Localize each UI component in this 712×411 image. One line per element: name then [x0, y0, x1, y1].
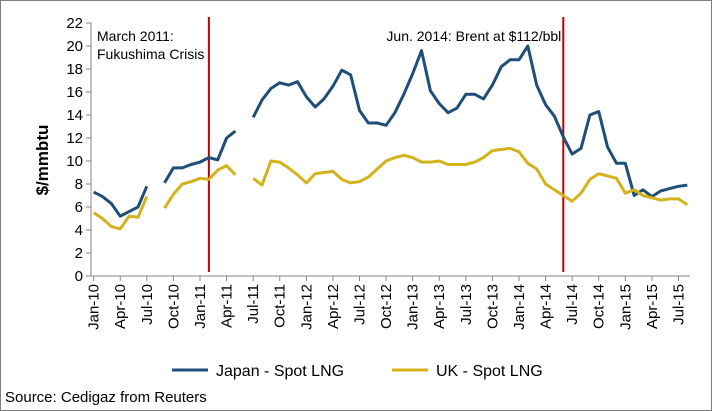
y-tick-label: 20 [66, 38, 83, 55]
source-note: Source: Cedigaz from Reuters [5, 389, 207, 406]
x-tick-label: Oct-14 [591, 284, 608, 329]
series-line-uk [92, 196, 149, 231]
x-tick-label: Jan-14 [511, 284, 528, 330]
series-line-japan [93, 185, 149, 218]
y-tick-label: 16 [66, 84, 83, 101]
x-tick-label: Jan-10 [86, 284, 103, 330]
y-tick-label: 6 [75, 199, 83, 216]
x-tick-label: Jul-11 [245, 284, 262, 324]
annotation-text: Jun. 2014: Brent at $112/bbl [386, 28, 561, 44]
x-tick-label: Jan-15 [617, 284, 634, 330]
x-tick-label: Oct-12 [378, 284, 395, 329]
y-tick-label: 8 [75, 176, 83, 193]
y-tick-label: 4 [75, 222, 83, 239]
y-tick-label: 14 [66, 107, 83, 124]
series-line-japan [163, 129, 237, 184]
y-tick-label: 2 [75, 245, 83, 262]
x-tick-label: Jan-11 [192, 284, 209, 329]
x-tick-label: Jan-12 [298, 284, 315, 330]
annotation-text: March 2011: [97, 28, 174, 44]
x-tick-label: Jul-12 [351, 284, 368, 325]
x-tick-label: Apr-13 [431, 284, 448, 329]
x-tick-label: Apr-15 [644, 284, 661, 329]
x-tick-label: Jul-13 [458, 284, 475, 325]
legend-label: Japan - Spot LNG [216, 363, 344, 380]
annotation-text: Fukushima Crisis [97, 46, 204, 62]
x-tick-label: Oct-11 [272, 284, 289, 328]
x-tick-label: Apr-11 [219, 284, 236, 328]
legend: Japan - Spot LNG UK - Spot LNG [172, 363, 543, 380]
y-tick-label: 0 [75, 268, 83, 285]
plot-area: 0 2 4 6 8 10 12 14 16 18 20 22 Jan-10 Apr-10 Jul-10 Oct… [66, 15, 690, 330]
y-tick-label: 22 [66, 15, 83, 32]
y-tick-label: 18 [66, 61, 83, 78]
y-tick-label: 12 [66, 130, 83, 147]
series-line-uk [252, 146, 689, 206]
x-tick-label: Apr-12 [325, 284, 342, 329]
x-tick-label: Apr-10 [112, 284, 129, 329]
x-tick-label: Jul-15 [670, 284, 687, 325]
x-tick-label: Jul-14 [564, 284, 581, 325]
series-line-japan [251, 44, 688, 199]
x-tick-label: Jan-13 [405, 284, 422, 330]
x-tick-label: Oct-13 [484, 284, 501, 329]
series-line-uk [163, 164, 237, 209]
y-tick-label: 10 [66, 153, 83, 170]
y-axis-title: $/mmbtu [33, 125, 52, 196]
x-tick-label: Jul-10 [139, 284, 156, 325]
legend-label: UK - Spot LNG [436, 363, 543, 380]
x-tick-label: Apr-14 [538, 284, 555, 329]
x-tick-label: Oct-10 [165, 284, 182, 329]
